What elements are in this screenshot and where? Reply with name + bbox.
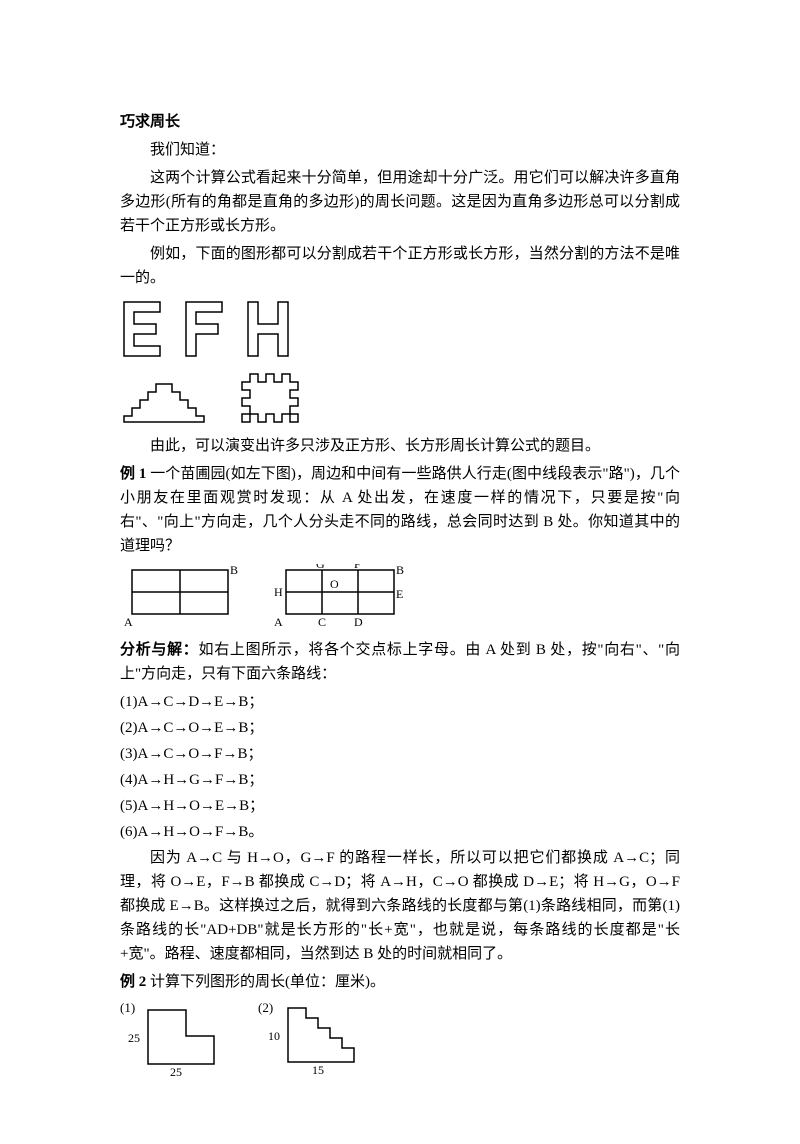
grid-diagrams: A B A C D E O H G F B	[120, 564, 680, 632]
route-3: (3)A→C→O→F→B；	[120, 742, 680, 766]
shape-row-1	[120, 298, 680, 360]
example-2-body: 计算下列图形的周长(单位：厘米)。	[146, 974, 385, 990]
analysis-body: 如右上图所示，将各个交点标上字母。由 A 处到 B 处，按"向右"、"向上"方向…	[120, 642, 680, 682]
example-1: 例 1 一个苗圃园(如左下图)，周边和中间有一些路供人行走(图中线段表示"路")…	[120, 462, 680, 558]
route-2: (2)A→C→O→E→B；	[120, 716, 680, 740]
ex2-fig2-left: 10	[268, 1029, 280, 1043]
example-1-label: 例 1	[120, 466, 146, 482]
label-b: B	[396, 564, 404, 577]
ex2-fig1-bottom: 25	[170, 1065, 182, 1078]
title: 巧求周长	[120, 110, 680, 134]
ex2-fig1: (1) 25 25	[120, 1000, 230, 1078]
document-page: 巧求周长 我们知道： 这两个计算公式看起来十分简单，但用途却十分广泛。用它们可以…	[0, 0, 800, 1144]
ex2-fig1-tag: (1)	[120, 1000, 135, 1015]
p4: 由此，可以演变出许多只涉及正方形、长方形周长计算公式的题目。	[120, 434, 680, 458]
route-5: (5)A→H→O→E→B；	[120, 794, 680, 818]
example-2-label: 例 2	[120, 974, 146, 990]
shape-row-2	[120, 368, 680, 426]
label-e: E	[396, 587, 403, 601]
grid-right: A C D E O H G F B	[268, 564, 418, 632]
ex2-figures: (1) 25 25 (2) 10 15	[120, 1000, 680, 1078]
analysis: 分析与解：如右上图所示，将各个交点标上字母。由 A 处到 B 处，按"向右"、"…	[120, 638, 680, 686]
route-4: (4)A→H→G→F→B；	[120, 768, 680, 792]
shape-letter-e	[120, 298, 164, 360]
p5: 因为 A→C 与 H→O，G→F 的路程一样长，所以可以把它们都换成 A→C；同…	[120, 846, 680, 966]
intro-3: 例如，下面的图形都可以分割成若干个正方形或长方形，当然分割的方法不是唯一的。	[120, 242, 680, 290]
label-left-a: A	[124, 615, 133, 629]
shape-gear	[228, 368, 306, 426]
ex2-fig1-side: 25	[128, 1031, 140, 1045]
label-f: F	[354, 564, 361, 571]
route-1: (1)A→C→D→E→B；	[120, 690, 680, 714]
label-o: O	[330, 577, 339, 591]
ex2-fig2-tag: (2)	[258, 1000, 273, 1015]
example-1-body: 一个苗圃园(如左下图)，周边和中间有一些路供人行走(图中线段表示"路")，几个小…	[120, 466, 680, 554]
route-6: (6)A→H→O→F→B。	[120, 820, 680, 844]
shape-letter-h	[244, 298, 294, 360]
label-left-b: B	[230, 564, 238, 577]
label-d: D	[354, 615, 363, 629]
example-2: 例 2 计算下列图形的周长(单位：厘米)。	[120, 970, 680, 994]
label-c: C	[318, 615, 326, 629]
intro-1: 我们知道：	[120, 138, 680, 162]
ex2-fig2: (2) 10 15	[258, 1000, 378, 1078]
shape-letter-f	[182, 298, 226, 360]
intro-2: 这两个计算公式看起来十分简单，但用途却十分广泛。用它们可以解决许多直角多边形(所…	[120, 166, 680, 238]
shape-staircase	[120, 378, 210, 426]
label-h: H	[274, 585, 283, 599]
analysis-label: 分析与解：	[120, 642, 199, 658]
label-g: G	[316, 564, 325, 571]
ex2-fig2-bottom: 15	[312, 1063, 324, 1077]
label-a: A	[274, 615, 283, 629]
grid-left: A B	[120, 564, 240, 632]
